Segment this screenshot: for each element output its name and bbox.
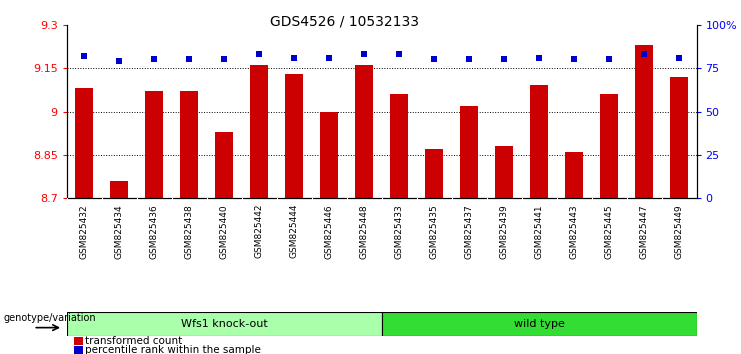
Point [673, 55, 685, 61]
Text: GSM825437: GSM825437 [465, 204, 473, 259]
Text: GSM825439: GSM825439 [499, 204, 508, 259]
Point [463, 57, 475, 62]
Text: percentile rank within the sample: percentile rank within the sample [85, 346, 261, 354]
Text: transformed count: transformed count [85, 336, 182, 346]
Bar [671, 77, 688, 198]
Point [358, 51, 370, 57]
Text: GSM825436: GSM825436 [150, 204, 159, 259]
Bar [67, 312, 382, 336]
Point [148, 57, 160, 62]
Text: GDS4526 / 10532133: GDS4526 / 10532133 [270, 14, 419, 28]
Point [498, 57, 510, 62]
Text: GSM825447: GSM825447 [639, 204, 648, 258]
Text: GSM825432: GSM825432 [80, 204, 89, 258]
Point [79, 53, 90, 59]
Bar [531, 85, 548, 198]
Bar [356, 65, 373, 198]
Bar [320, 112, 338, 198]
Bar [110, 181, 128, 198]
Text: GSM825444: GSM825444 [290, 204, 299, 258]
Point [183, 57, 195, 62]
Point [603, 57, 615, 62]
Text: genotype/variation: genotype/variation [4, 313, 96, 323]
Bar [635, 45, 653, 198]
Text: GSM825443: GSM825443 [570, 204, 579, 258]
Point [288, 55, 300, 61]
Point [568, 57, 580, 62]
Text: GSM825434: GSM825434 [115, 204, 124, 258]
Bar [460, 106, 478, 198]
Bar [600, 94, 618, 198]
Text: wild type: wild type [514, 319, 565, 329]
Point [323, 55, 335, 61]
Point [253, 51, 265, 57]
Text: GSM825449: GSM825449 [674, 204, 683, 258]
Text: GSM825448: GSM825448 [359, 204, 368, 258]
Bar [145, 91, 163, 198]
Point [638, 51, 650, 57]
Bar [250, 65, 268, 198]
Text: GSM825441: GSM825441 [534, 204, 544, 258]
Point [113, 58, 125, 64]
Point [533, 55, 545, 61]
Point [393, 51, 405, 57]
Bar [425, 149, 443, 198]
Text: GSM825435: GSM825435 [430, 204, 439, 259]
Bar [565, 152, 583, 198]
Text: GSM825440: GSM825440 [219, 204, 229, 258]
Text: GSM825445: GSM825445 [605, 204, 614, 258]
Text: GSM825438: GSM825438 [185, 204, 193, 259]
Text: GSM825442: GSM825442 [255, 204, 264, 258]
Bar [382, 312, 697, 336]
Text: GSM825433: GSM825433 [395, 204, 404, 259]
Text: Wfs1 knock-out: Wfs1 knock-out [181, 319, 268, 329]
Bar [180, 91, 198, 198]
Text: GSM825446: GSM825446 [325, 204, 333, 258]
Point [218, 57, 230, 62]
Bar [285, 74, 303, 198]
Bar [391, 94, 408, 198]
Bar [76, 88, 93, 198]
Point [428, 57, 440, 62]
Bar [495, 146, 513, 198]
Bar [216, 132, 233, 198]
